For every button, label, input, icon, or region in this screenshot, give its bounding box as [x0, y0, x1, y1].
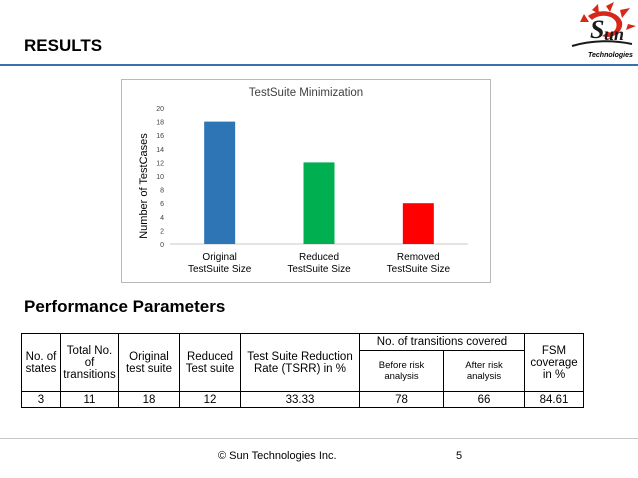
header-before-risk: Before risk analysis [359, 350, 444, 392]
header-reduced-test-suite: Reduced Test suite [179, 333, 241, 392]
header-tsrr-line: Test Suite Reduction [247, 350, 353, 363]
performance-table: No. of states Total No. of transitions O… [21, 333, 584, 408]
header-before-line: analysis [384, 371, 419, 382]
logo-caption: Technologies [588, 52, 633, 59]
header-states: No. of states [21, 333, 61, 392]
cell-original: 18 [118, 391, 180, 408]
svg-text:un: un [604, 24, 624, 44]
y-tick-label: 12 [156, 160, 164, 167]
cell-transitions: 11 [60, 391, 119, 408]
chart-frame: TestSuite Minimization Number of TestCas… [121, 79, 491, 283]
cell-tsrr: 33.33 [240, 391, 360, 408]
table-row: 3 11 18 12 33.33 78 66 84.61 [21, 391, 584, 408]
header-after-risk: After risk analysis [443, 350, 525, 392]
header-states-line: No. of [25, 350, 57, 363]
header-states-line: states [25, 362, 57, 375]
header-original-line: Original [129, 350, 169, 363]
footer-divider [0, 438, 638, 439]
header-original-test-suite: Original test suite [118, 333, 180, 392]
bar [303, 162, 335, 244]
svg-text:S: S [590, 15, 604, 44]
cell-states: 3 [21, 391, 61, 408]
cell-fsm-coverage: 84.61 [524, 391, 584, 408]
header-fsm-line: FSM [541, 344, 567, 357]
x-tick-label: Reduced [299, 252, 339, 263]
header-tsrr: Test Suite Reduction Rate (TSRR) in % [240, 333, 360, 392]
x-tick-label: TestSuite Size [188, 264, 252, 275]
y-tick-label: 8 [160, 188, 164, 195]
header-tsrr-line: Rate (TSRR) in % [253, 362, 347, 375]
title-divider [0, 64, 638, 66]
cell-reduced: 12 [179, 391, 241, 408]
testsuite-bar-chart: TestSuite Minimization Number of TestCas… [138, 87, 468, 275]
header-reduced-line: Reduced [186, 350, 234, 363]
y-tick-label: 0 [160, 242, 164, 249]
y-axis-label: Number of TestCases [138, 133, 150, 239]
header-original-line: test suite [125, 362, 173, 375]
y-tick-label: 2 [160, 228, 164, 235]
header-fsm-line: in % [542, 368, 566, 381]
y-tick-label: 6 [160, 201, 164, 208]
x-tick-label: Original [202, 252, 236, 263]
y-tick-label: 16 [156, 133, 164, 140]
bar [204, 121, 236, 244]
y-tick-label: 14 [156, 147, 164, 154]
header-transitions-line: of [84, 356, 95, 369]
header-after-line: After risk [465, 360, 503, 371]
header-fsm-line: coverage [530, 356, 578, 369]
header-transitions-line: Total No. [66, 344, 113, 357]
y-tick-label: 18 [156, 120, 164, 127]
slide-title: RESULTS [24, 36, 103, 55]
header-transitions-line: transitions [63, 368, 116, 381]
chart-title: TestSuite Minimization [249, 87, 363, 99]
section-title: Performance Parameters [24, 297, 226, 316]
header-total-transitions: Total No. of transitions [60, 333, 119, 392]
bar [402, 203, 434, 244]
y-tick-label: 4 [160, 215, 164, 222]
cell-before-risk: 78 [359, 391, 444, 408]
sun-technologies-logo: S un [571, 2, 636, 47]
page-number: 5 [456, 450, 463, 462]
header-fsm-coverage: FSM coverage in % [524, 333, 584, 392]
y-tick-label: 20 [156, 106, 164, 113]
x-tick-label: Removed [397, 252, 440, 263]
header-transitions-covered: No. of transitions covered [359, 333, 525, 351]
header-reduced-line: Test suite [185, 362, 235, 375]
header-before-line: Before risk [378, 360, 425, 371]
x-tick-label: TestSuite Size [287, 264, 351, 275]
y-tick-label: 10 [156, 174, 164, 181]
cell-after-risk: 66 [443, 391, 525, 408]
x-tick-label: TestSuite Size [387, 264, 451, 275]
header-after-line: analysis [466, 371, 502, 382]
footer-copyright: © Sun Technologies Inc. [218, 450, 337, 462]
